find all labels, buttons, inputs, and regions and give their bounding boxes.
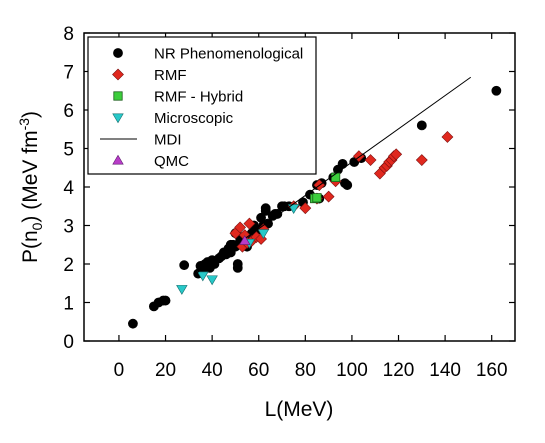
legend-label-microscopic: Microscopic [154, 110, 234, 127]
legend-box [87, 36, 317, 175]
data-point-nr-phenomenological [128, 318, 138, 329]
x-tick-label: 120 [383, 360, 415, 381]
data-point-nr-phenomenological [342, 180, 353, 190]
legend-swatch-rmf [112, 68, 124, 81]
x-tick-label: 140 [429, 360, 461, 381]
x-tick-label: 100 [336, 360, 368, 381]
data-point-rmf [299, 202, 312, 215]
data-point-microscopic [176, 285, 188, 295]
data-point-microscopic [257, 229, 270, 239]
y-tick-label: 4 [63, 178, 74, 199]
data-point-nr-phenomenological [337, 158, 348, 169]
data-point-nr-phenomenological [160, 295, 171, 306]
data-point-rmf-hybrid [312, 193, 322, 203]
data-point-nr-phenomenological [179, 260, 190, 271]
legend-label-qmc: QMC [154, 153, 189, 170]
y-tick-label: 1 [63, 294, 74, 315]
legend-swatch-qmc [112, 154, 124, 165]
x-tick-label: 60 [248, 360, 269, 381]
legend-label-rmf: RMF [154, 67, 187, 84]
x-tick-label: 160 [476, 360, 508, 381]
x-axis-title: L(MeV) [265, 398, 334, 421]
data-point-nr-phenomenological [272, 209, 283, 219]
legend-swatch-microscopic [112, 113, 124, 124]
x-tick-label: 80 [295, 360, 316, 381]
data-point-nr-phenomenological [225, 239, 236, 250]
data-point-qmc [239, 235, 251, 245]
y-tick-label: 5 [63, 140, 74, 161]
data-point-microscopic [287, 204, 300, 214]
y-tick-label: 7 [63, 63, 74, 84]
data-marks [128, 76, 502, 329]
data-point-nr-phenomenological [491, 85, 502, 96]
data-point-nr-phenomenological [416, 120, 427, 131]
y-tick-label: 3 [63, 217, 74, 238]
x-tick-label: 0 [114, 360, 125, 381]
legend-swatch-rmf-hybrid [113, 91, 123, 101]
data-point-rmf [390, 148, 403, 161]
data-point-rmf [243, 217, 256, 230]
data-point-rmf [364, 154, 377, 166]
legend-label-rmf-hybrid: RMF - Hybrid [154, 89, 243, 106]
y-tick-label: 2 [63, 255, 74, 276]
data-point-rmf [441, 131, 454, 143]
y-tick-label: 6 [63, 101, 74, 122]
legend-label-nr-phenomenological: NR Phenomenological [154, 46, 303, 63]
legend: NR Phenomenological RMF RMF - Hybrid Micros… [87, 36, 317, 175]
data-point-microscopic [197, 271, 209, 282]
y-tick-label: 8 [63, 24, 74, 45]
data-point-nr-phenomenological [232, 259, 243, 269]
y-axis-title: P(n0) (MeV fm-3) [16, 111, 45, 263]
legend-swatch-nr-phenomenological [113, 48, 123, 58]
legend-label-mdi: MDI [154, 132, 182, 149]
x-tick-label: 20 [155, 360, 176, 381]
data-point-rmf-hybrid [331, 172, 341, 182]
x-tick-label: 40 [202, 360, 223, 381]
data-point-microscopic [206, 275, 218, 286]
data-point-rmf [234, 221, 247, 234]
data-point-rmf [415, 154, 428, 166]
y-tick-label: 0 [63, 332, 74, 353]
data-point-nr-phenomenological [260, 205, 271, 216]
data-point-rmf [322, 190, 335, 203]
